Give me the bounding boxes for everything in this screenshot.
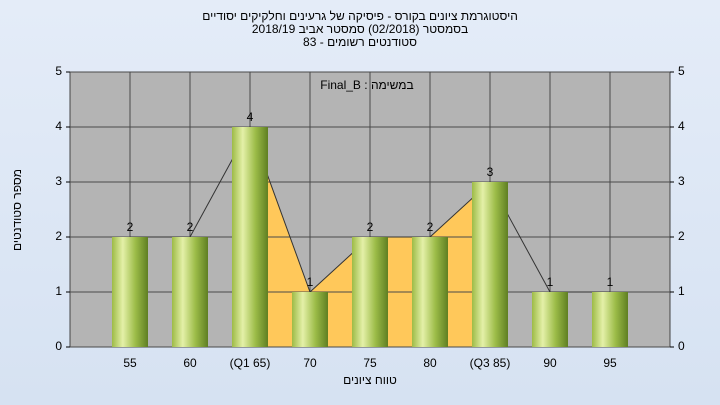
chart-subtitle: בסמסטר (02/2018) סמסטר אביב 2018/19 xyxy=(252,22,468,36)
data-label: 2 xyxy=(427,220,434,234)
y-axis-label: מספר סטודנטים xyxy=(10,169,24,251)
bar xyxy=(472,182,508,347)
chart-title: היסטוגרמת ציונים בקורס - פיסיקה של גרעינ… xyxy=(202,9,518,23)
y2-tick-label: 3 xyxy=(678,174,685,188)
data-label: 2 xyxy=(187,220,194,234)
x-tick-label: 55 xyxy=(123,356,137,370)
bar xyxy=(532,292,568,347)
data-label: 2 xyxy=(127,220,134,234)
y2-tick-label: 0 xyxy=(678,339,685,353)
chart-subtitle: סטודנטים רשומים - 83 xyxy=(303,35,417,49)
y-tick-label: 2 xyxy=(55,229,62,243)
data-label: 4 xyxy=(247,110,254,124)
data-label: 3 xyxy=(487,165,494,179)
x-tick-label: 90 xyxy=(543,356,557,370)
x-tick-label: 60 xyxy=(183,356,197,370)
bar xyxy=(112,237,148,347)
y-tick-label: 3 xyxy=(55,174,62,188)
y-tick-label: 1 xyxy=(55,284,62,298)
y2-tick-label: 2 xyxy=(678,229,685,243)
bar xyxy=(292,292,328,347)
data-label: 1 xyxy=(607,275,614,289)
data-label: 1 xyxy=(547,275,554,289)
x-tick-label: 80 xyxy=(423,356,437,370)
bar xyxy=(232,127,268,347)
x-tick-label: (Q1 65) xyxy=(230,356,271,370)
y-tick-label: 0 xyxy=(55,339,62,353)
bar xyxy=(352,237,388,347)
x-axis-label: טווח ציונים xyxy=(343,373,397,387)
y-tick-label: 4 xyxy=(55,119,62,133)
x-tick-label: 95 xyxy=(603,356,617,370)
bar xyxy=(412,237,448,347)
y2-tick-label: 4 xyxy=(678,119,685,133)
y2-tick-label: 5 xyxy=(678,64,685,78)
y-tick-label: 5 xyxy=(55,64,62,78)
x-tick-label: 70 xyxy=(303,356,317,370)
annotation: במשימה : Final_B xyxy=(320,78,413,92)
data-label: 1 xyxy=(307,275,314,289)
x-tick-label: 75 xyxy=(363,356,377,370)
y2-tick-label: 1 xyxy=(678,284,685,298)
x-tick-label: (Q3 85) xyxy=(470,356,511,370)
data-label: 2 xyxy=(367,220,374,234)
bar xyxy=(592,292,628,347)
bar xyxy=(172,237,208,347)
